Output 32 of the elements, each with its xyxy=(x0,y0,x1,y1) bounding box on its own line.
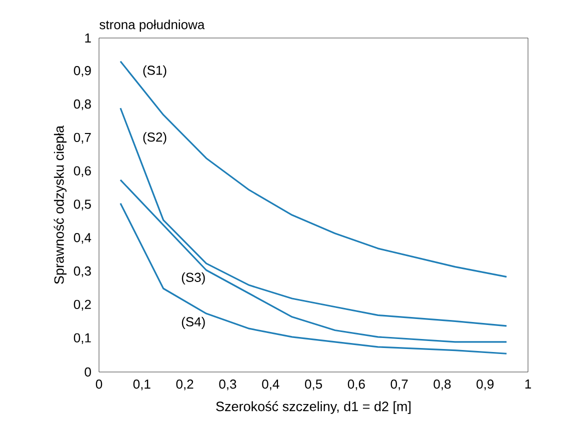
x-tick-label: 0 xyxy=(96,380,102,389)
y-tick-label: 0,4 xyxy=(74,233,92,244)
series-label: (S4) xyxy=(182,316,205,329)
y-tick-label: 0,9 xyxy=(74,66,91,77)
y-tick-label: 0,1 xyxy=(74,333,91,344)
x-tick-label: 0,7 xyxy=(390,380,408,390)
series-label: (S3) xyxy=(182,272,205,285)
x-tick-label: 0,9 xyxy=(476,380,494,390)
x-tick-label: 0,2 xyxy=(176,380,194,390)
series-label: (S1) xyxy=(143,65,166,78)
x-tick-label: 0,1 xyxy=(133,380,150,390)
y-tick-label: 0,7 xyxy=(74,132,91,144)
y-tick-label: 0 xyxy=(84,367,91,377)
y-tick-label: 0,3 xyxy=(74,266,91,278)
y-tick-label: 0,8 xyxy=(74,99,91,110)
x-tick-label: 0,8 xyxy=(434,380,451,390)
y-tick-label: 0,2 xyxy=(74,300,91,311)
x-tick-label: 0,5 xyxy=(304,380,322,390)
x-tick-label: 0,6 xyxy=(348,380,365,390)
x-tick-label: 0,3 xyxy=(219,380,236,390)
x-tick-label: 1 xyxy=(525,380,531,388)
x-tick-label: 0,4 xyxy=(262,380,280,390)
line-series xyxy=(120,202,508,354)
line-series xyxy=(120,107,508,327)
y-tick-label: 0,5 xyxy=(74,200,91,210)
y-tick-label: 1 xyxy=(85,34,91,42)
y-tick-label: 0,6 xyxy=(74,166,91,177)
chart-title: strona południowa xyxy=(100,20,205,32)
series-label: (S2) xyxy=(143,132,166,144)
x-axis-title: Szerokość szczeliny, d1 = d2 [m] xyxy=(216,401,410,414)
line-series xyxy=(120,179,508,343)
y-axis-title: Sprawność odzysku ciepła xyxy=(54,125,67,284)
